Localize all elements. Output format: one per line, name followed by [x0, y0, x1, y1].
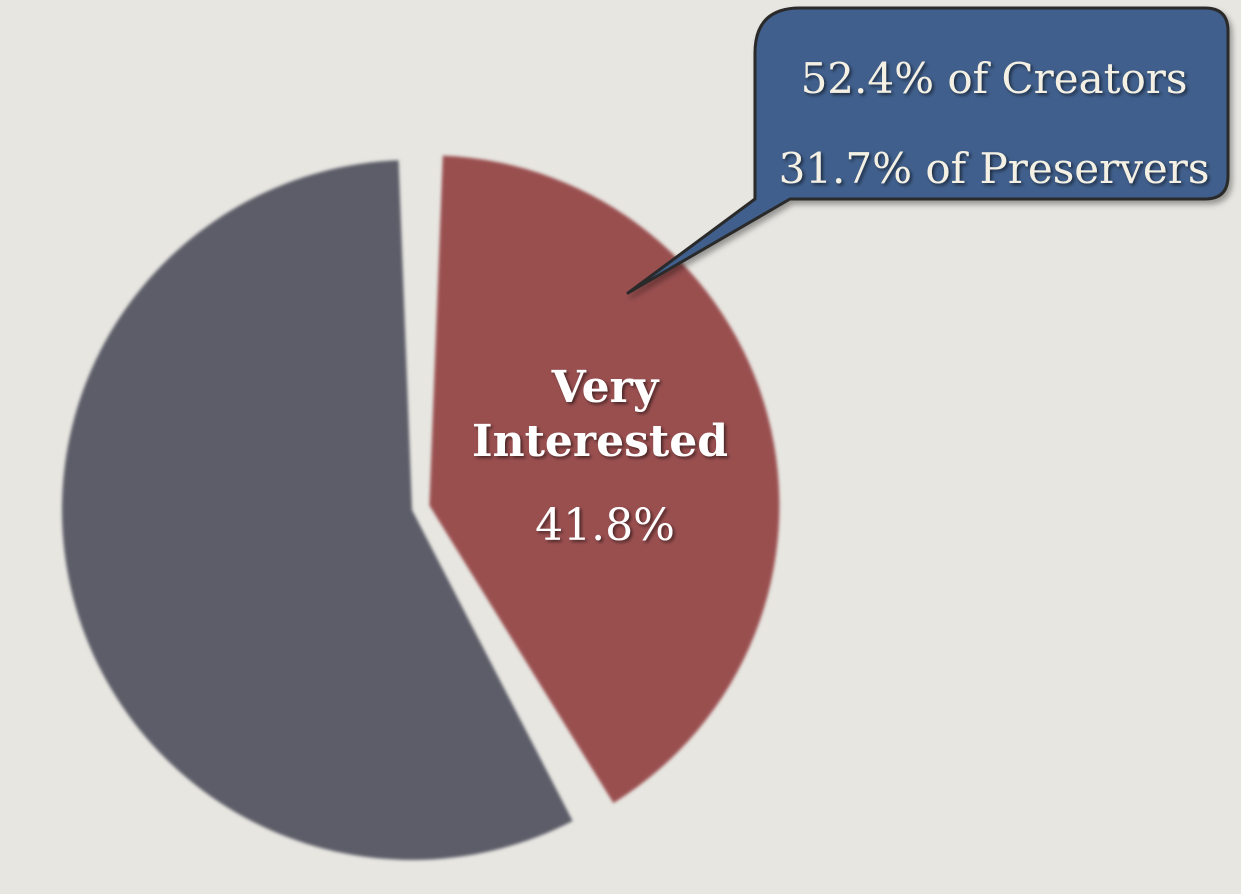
pie-slices: [62, 155, 780, 860]
very-interested-label: Very Interested 41.8%: [472, 362, 728, 551]
pie-slice-very-interested: [429, 155, 780, 804]
slice-label-line-1: Very: [551, 362, 660, 413]
callout-bubble: [626, 6, 1230, 295]
callout-line-creators: 52.4% of Creators: [801, 54, 1188, 103]
slice-label-line-2: Interested: [472, 416, 728, 467]
pie-slice-other: [62, 160, 573, 860]
callout-line-preservers: 31.7% of Preservers: [779, 144, 1210, 193]
callout-text: 52.4% of Creators 31.7% of Preservers: [779, 54, 1210, 193]
callout: [626, 6, 1230, 295]
slice-value-label: 41.8%: [535, 500, 675, 551]
